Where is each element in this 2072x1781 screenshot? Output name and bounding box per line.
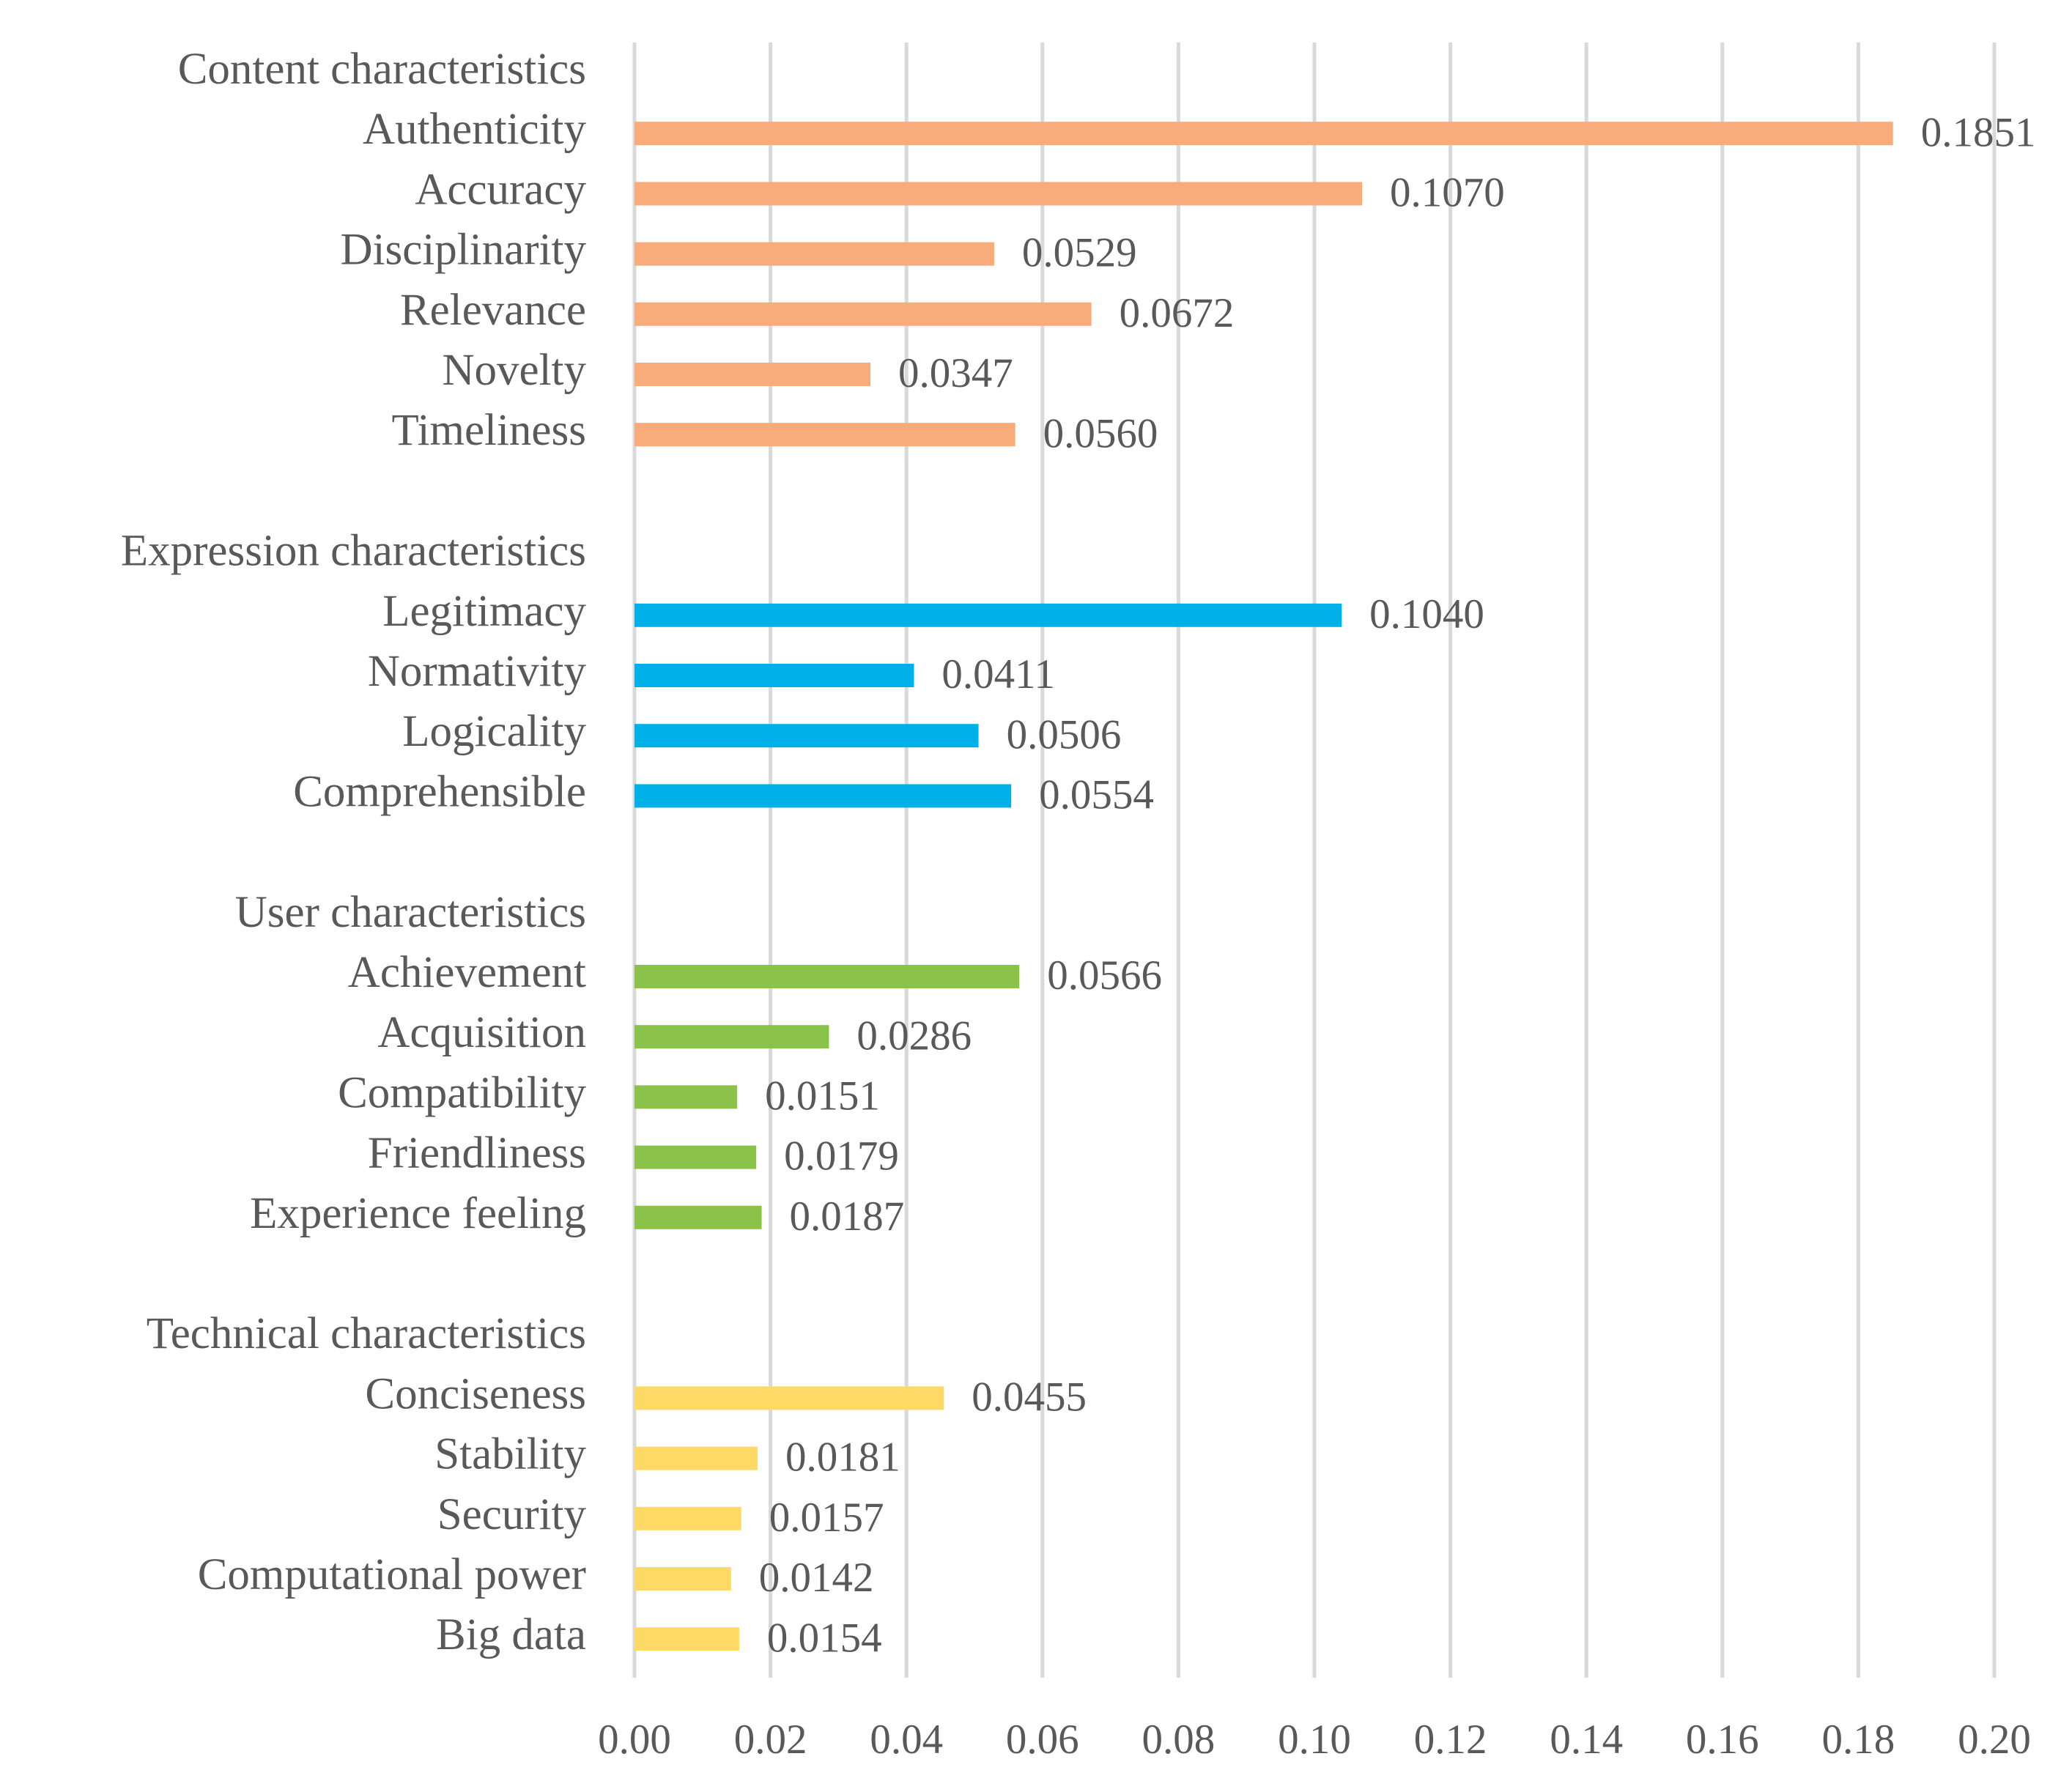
category-label: Experience feeling	[250, 1189, 586, 1238]
data-label: 0.1070	[1390, 169, 1505, 215]
bar	[634, 242, 994, 266]
bar	[634, 724, 979, 748]
category-label: Conciseness	[365, 1369, 586, 1418]
data-label: 0.0411	[941, 651, 1055, 697]
bar	[634, 1085, 738, 1109]
category-label: Friendliness	[368, 1129, 586, 1178]
value-labels: 0.1851 0.1070 0.0529 0.0672 0.0347 0.0560 0.10…	[759, 109, 2036, 1661]
x-tick-label: 0.08	[1142, 1717, 1216, 1763]
category-label: Stability	[434, 1430, 586, 1479]
data-label: 0.0566	[1047, 952, 1162, 999]
bar	[634, 1446, 758, 1470]
data-label: 0.0142	[759, 1555, 874, 1601]
bar	[634, 1145, 757, 1169]
data-label: 0.0455	[972, 1374, 1087, 1420]
data-label: 0.1851	[1921, 109, 2036, 155]
x-tick-label: 0.20	[1958, 1717, 2031, 1763]
category-label: Comprehensible	[293, 767, 586, 816]
category-labels: Content characteristics Authenticity Accur…	[121, 45, 587, 1659]
data-label: 0.1040	[1369, 591, 1484, 637]
bar	[634, 1205, 762, 1229]
category-label: Normativity	[368, 647, 587, 696]
x-tick-label: 0.06	[1006, 1717, 1079, 1763]
bar	[634, 1567, 731, 1591]
x-tick-label: 0.10	[1278, 1717, 1351, 1763]
category-label: Compatibility	[338, 1068, 586, 1117]
x-tick-label: 0.16	[1686, 1717, 1759, 1763]
data-label: 0.0179	[784, 1133, 899, 1180]
data-label: 0.0154	[767, 1615, 882, 1661]
bar	[634, 302, 1092, 326]
category-label: Authenticity	[363, 105, 586, 154]
data-label: 0.0157	[769, 1495, 884, 1541]
bar	[634, 664, 914, 687]
bar	[634, 363, 871, 386]
category-label: Security	[437, 1490, 587, 1539]
group-label: User characteristics	[235, 888, 586, 937]
bar	[634, 1025, 829, 1049]
category-label: Big data	[436, 1610, 586, 1659]
data-label: 0.0672	[1120, 290, 1235, 336]
data-label: 0.0554	[1039, 771, 1154, 818]
bar	[634, 1506, 741, 1530]
category-label: Legitimacy	[382, 587, 586, 636]
bar	[634, 784, 1012, 808]
category-label: Relevance	[400, 286, 586, 335]
bar	[634, 423, 1015, 447]
data-label: 0.0286	[856, 1012, 972, 1059]
data-label: 0.0506	[1007, 711, 1122, 758]
group-label: Expression characteristics	[121, 527, 586, 576]
category-label: Disciplinarity	[341, 226, 587, 275]
bar	[634, 1627, 739, 1651]
gridlines	[632, 42, 1997, 1678]
data-label: 0.0347	[898, 350, 1013, 396]
data-label: 0.0187	[790, 1193, 905, 1240]
category-label: Timeliness	[391, 406, 586, 455]
category-label: Achievement	[348, 948, 586, 997]
bar	[634, 1386, 944, 1410]
data-label: 0.0529	[1022, 230, 1137, 276]
data-label: 0.0151	[765, 1073, 880, 1119]
category-label: Logicality	[402, 707, 586, 756]
x-tick-label: 0.02	[734, 1717, 807, 1763]
category-label: Computational power	[198, 1550, 586, 1599]
group-label: Content characteristics	[178, 45, 586, 94]
category-label: Accuracy	[415, 165, 586, 214]
x-tick-label: 0.12	[1414, 1717, 1487, 1763]
bar	[634, 965, 1020, 988]
data-label: 0.0181	[785, 1434, 900, 1481]
x-tick-label: 0.18	[1822, 1717, 1895, 1763]
group-label: Technical characteristics	[147, 1309, 586, 1358]
data-label: 0.0560	[1043, 410, 1158, 456]
bar	[634, 603, 1342, 627]
bar	[634, 122, 1893, 146]
x-tick-label: 0.04	[870, 1717, 943, 1763]
category-label: Acquisition	[377, 1008, 586, 1057]
category-label: Novelty	[442, 346, 586, 395]
x-tick-label: 0.00	[598, 1717, 671, 1763]
bar	[634, 182, 1362, 206]
x-tick-label: 0.14	[1550, 1717, 1623, 1763]
x-axis-tick-labels: 0.00 0.02 0.04 0.06 0.08 0.10 0.12 0.14 0.16 0.18…	[598, 1717, 2031, 1763]
bars	[634, 122, 1893, 1651]
